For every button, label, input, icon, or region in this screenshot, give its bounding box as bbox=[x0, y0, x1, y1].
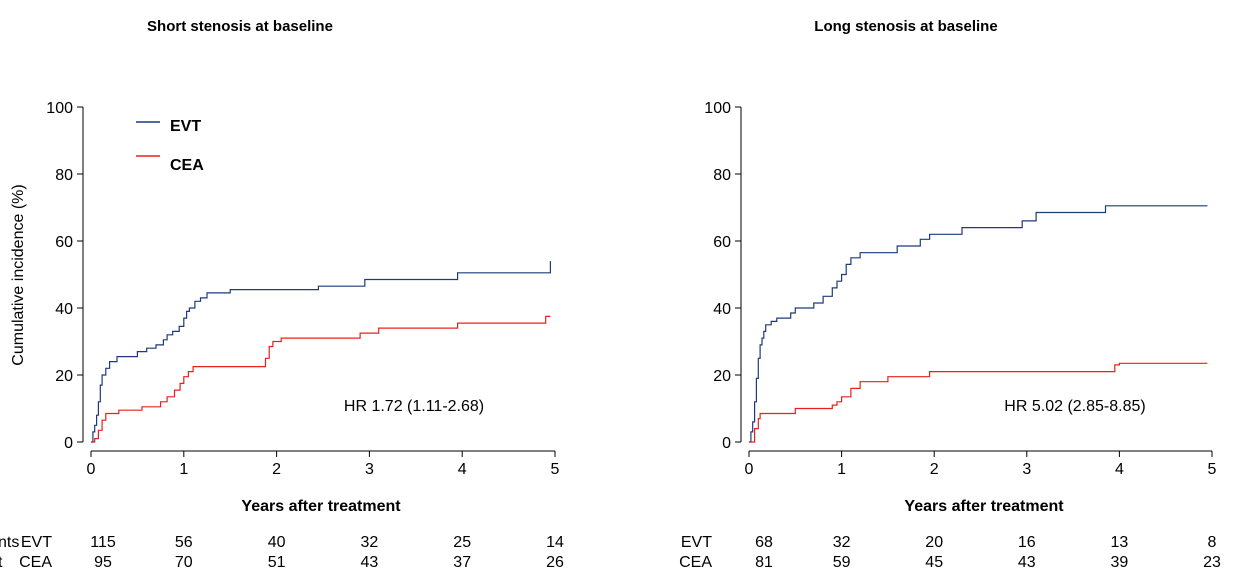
curve-cea-long bbox=[749, 362, 1208, 443]
x-axis-title-long: Years after treatment bbox=[904, 498, 1064, 515]
curve-evt-long bbox=[749, 205, 1208, 443]
y-tick-label-long: 20 bbox=[713, 368, 731, 385]
risk-count-evt-short: 25 bbox=[453, 534, 471, 551]
curve-cea-short bbox=[91, 315, 551, 443]
y-tick-label-long: 40 bbox=[713, 301, 731, 318]
x-tick-label-long: 0 bbox=[745, 461, 754, 478]
x-tick-label-long: 2 bbox=[930, 461, 939, 478]
x-tick-label-short: 5 bbox=[551, 461, 560, 478]
risk-count-cea-short: 95 bbox=[94, 554, 112, 571]
x-tick-label-short: 2 bbox=[272, 461, 281, 478]
risk-table-header-line2: t bbox=[0, 554, 3, 571]
risk-count-cea-short: 37 bbox=[453, 554, 471, 571]
hazard-ratio-short: HR 1.72 (1.11-2.68) bbox=[344, 398, 484, 415]
risk-count-evt-long: 13 bbox=[1111, 534, 1129, 551]
y-tick-label-short: 20 bbox=[55, 368, 73, 385]
risk-group-label-long: CEA bbox=[679, 554, 712, 571]
legend-evt-label: EVT bbox=[170, 118, 201, 135]
x-tick-label-short: 0 bbox=[87, 461, 96, 478]
risk-group-label-short: EVT bbox=[21, 534, 52, 551]
risk-table-header-line1: nts bbox=[0, 534, 19, 551]
risk-count-evt-long: 8 bbox=[1208, 534, 1217, 551]
y-tick-label-long: 0 bbox=[722, 435, 731, 452]
x-tick-label-short: 3 bbox=[365, 461, 374, 478]
x-tick-label-long: 3 bbox=[1022, 461, 1031, 478]
curve-evt-short bbox=[91, 261, 551, 443]
risk-count-evt-long: 16 bbox=[1018, 534, 1036, 551]
x-tick-label-long: 5 bbox=[1208, 461, 1217, 478]
risk-group-label-short: CEA bbox=[19, 554, 52, 571]
panel-long-stenosis: Long stenosis at baseline Years after tr… bbox=[814, 18, 1145, 515]
y-tick-label-long: 80 bbox=[713, 167, 731, 184]
hazard-ratio-long: HR 5.02 (2.85-8.85) bbox=[1004, 398, 1145, 415]
y-tick-label-long: 100 bbox=[704, 100, 731, 117]
risk-count-cea-long: 43 bbox=[1018, 554, 1036, 571]
risk-count-cea-short: 43 bbox=[361, 554, 379, 571]
legend-cea-label: CEA bbox=[170, 157, 204, 174]
risk-count-evt-short: 115 bbox=[90, 534, 116, 551]
risk-count-cea-short: 26 bbox=[546, 554, 564, 571]
risk-count-evt-long: 20 bbox=[925, 534, 943, 551]
panel-title-short: Short stenosis at baseline bbox=[147, 18, 333, 35]
risk-count-cea-long: 45 bbox=[925, 554, 943, 571]
panel-short-stenosis: Short stenosis at baseline Cumulative in… bbox=[0, 18, 484, 571]
risk-count-cea-long: 59 bbox=[833, 554, 851, 571]
y-tick-label-short: 60 bbox=[55, 234, 73, 251]
x-axis-title-short: Years after treatment bbox=[241, 498, 401, 515]
risk-count-evt-long: 32 bbox=[833, 534, 851, 551]
y-tick-label-short: 40 bbox=[55, 301, 73, 318]
risk-count-evt-short: 14 bbox=[546, 534, 564, 551]
y-tick-label-long: 60 bbox=[713, 234, 731, 251]
risk-count-cea-short: 51 bbox=[268, 554, 286, 571]
y-tick-label-short: 80 bbox=[55, 167, 73, 184]
y-tick-label-short: 0 bbox=[64, 435, 73, 452]
panel-title-long: Long stenosis at baseline bbox=[814, 18, 997, 35]
risk-count-cea-long: 39 bbox=[1111, 554, 1129, 571]
x-tick-label-short: 4 bbox=[458, 461, 467, 478]
risk-count-cea-long: 23 bbox=[1203, 554, 1221, 571]
risk-count-evt-short: 32 bbox=[361, 534, 379, 551]
x-tick-label-long: 4 bbox=[1115, 461, 1124, 478]
x-tick-label-short: 1 bbox=[179, 461, 188, 478]
x-tick-label-long: 1 bbox=[837, 461, 846, 478]
risk-count-evt-short: 40 bbox=[268, 534, 286, 551]
risk-count-evt-short: 56 bbox=[175, 534, 193, 551]
risk-count-cea-long: 81 bbox=[755, 554, 773, 571]
risk-group-label-long: EVT bbox=[681, 534, 712, 551]
y-axis-title-short: Cumulative incidence (%) bbox=[10, 184, 27, 365]
risk-count-cea-short: 70 bbox=[175, 554, 193, 571]
y-tick-label-short: 100 bbox=[46, 100, 73, 117]
risk-count-evt-long: 68 bbox=[755, 534, 773, 551]
